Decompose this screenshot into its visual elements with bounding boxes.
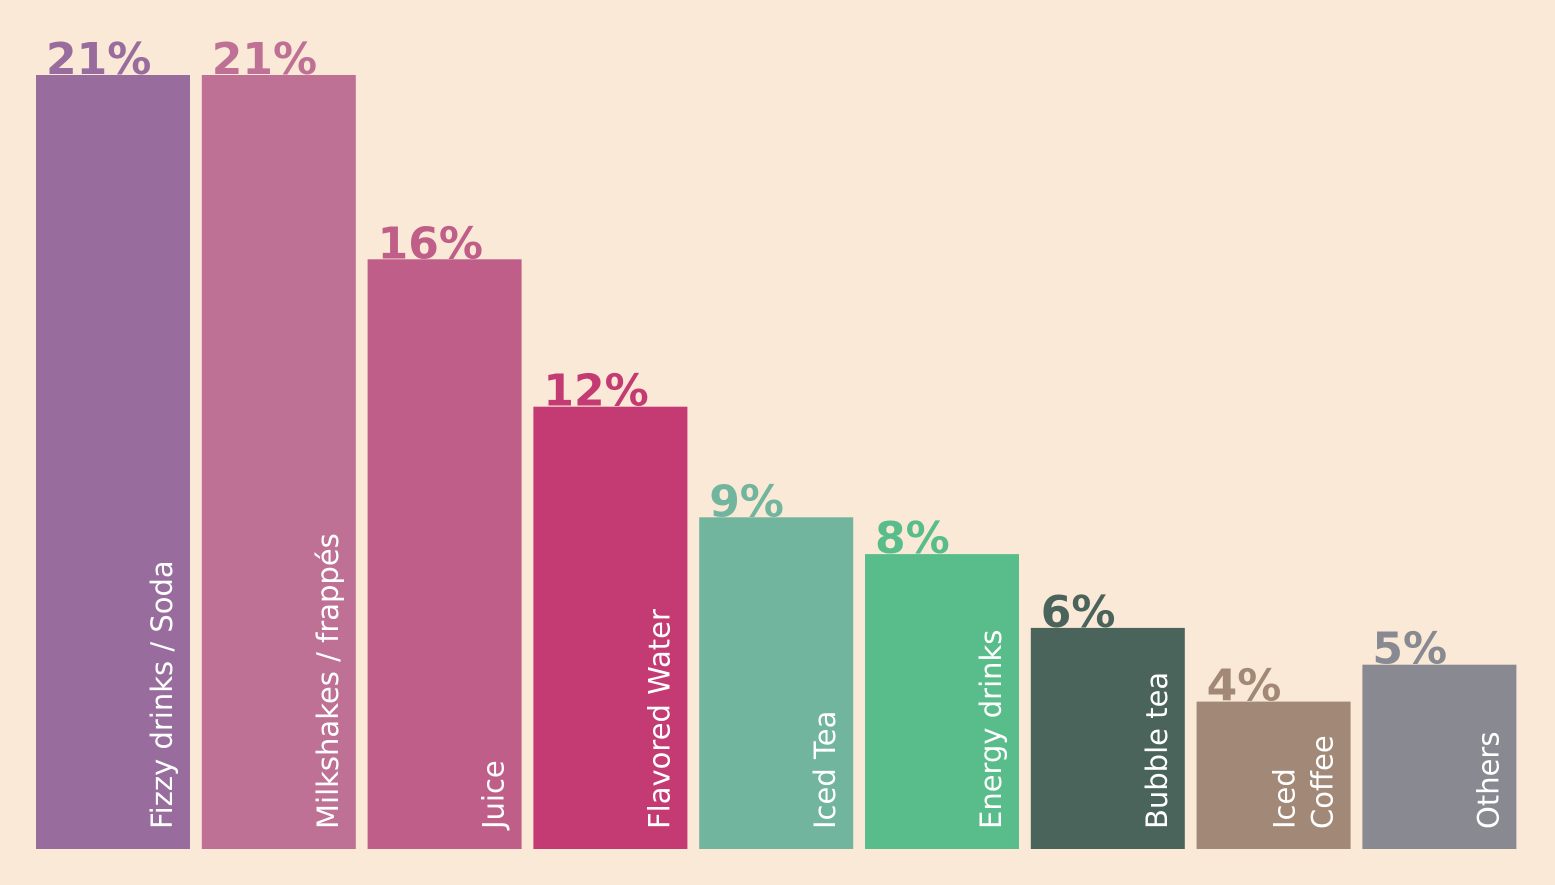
bar (865, 554, 1019, 849)
category-label: Juice (477, 760, 511, 831)
value-label: 6% (1041, 587, 1116, 638)
value-label: 9% (709, 476, 784, 527)
value-label: 21% (46, 34, 151, 85)
category-label-line: Fizzy drinks / Soda (145, 560, 179, 829)
category-label: Flavored Water (642, 609, 676, 829)
bar (533, 406, 688, 849)
category-label-line: Milkshakes / frappés (311, 533, 345, 829)
category-label-line: Coffee (1306, 735, 1340, 829)
category-label: Milkshakes / frappés (311, 533, 345, 829)
bars-group (36, 75, 1517, 849)
category-labels-group: Fizzy drinks / Soda Milkshakes / frappés J… (145, 533, 1505, 831)
category-label: Others (1471, 732, 1505, 829)
bar (699, 517, 854, 849)
category-label: Bubble tea (1140, 672, 1174, 829)
category-label-line: Iced (1268, 768, 1302, 829)
bar (1030, 627, 1185, 849)
bar (1196, 701, 1351, 849)
value-label: 16% (378, 218, 483, 269)
value-label: 8% (875, 513, 950, 564)
bar (367, 259, 522, 849)
category-label-line: Bubble tea (1140, 672, 1174, 829)
bar (36, 75, 190, 849)
value-label: 5% (1372, 624, 1447, 675)
bar (201, 75, 356, 849)
category-label: Energy drinks (974, 630, 1008, 829)
category-label: Fizzy drinks / Soda (145, 560, 179, 829)
category-label-line: Juice (477, 760, 511, 831)
value-labels-group: 21% 21% 16% 12% 9% 8% 6% 4% 5% (46, 34, 1447, 712)
value-label: 12% (543, 366, 648, 417)
category-label: Iced Tea (808, 711, 842, 829)
category-label: Iced Coffee (1268, 735, 1340, 829)
category-label-line: Flavored Water (642, 609, 676, 829)
category-label-line: Energy drinks (974, 630, 1008, 829)
category-label-line: Others (1471, 732, 1505, 829)
bar (1362, 664, 1517, 849)
value-label: 4% (1207, 661, 1282, 712)
value-label: 21% (212, 34, 317, 85)
category-label-line: Iced Tea (808, 711, 842, 829)
